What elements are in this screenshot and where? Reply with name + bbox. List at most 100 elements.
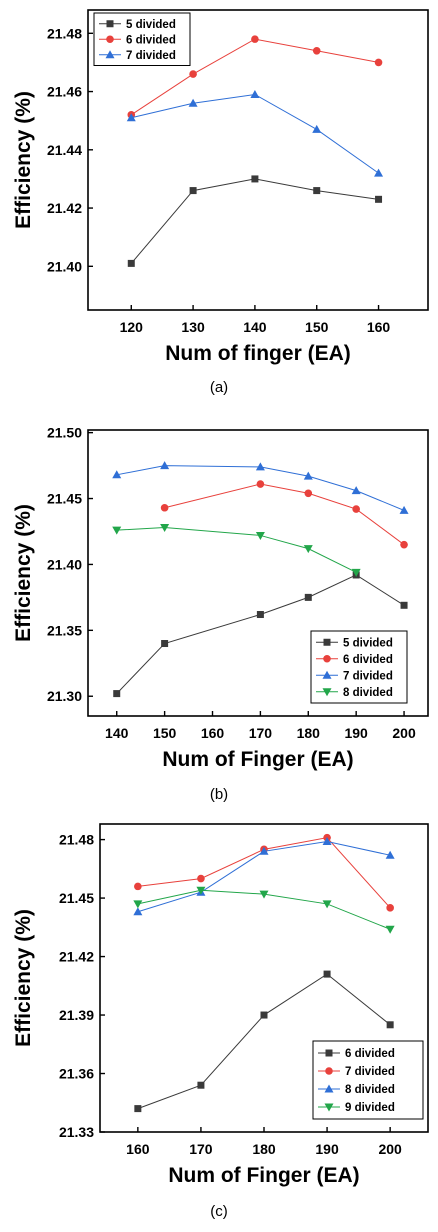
data-point <box>303 471 313 480</box>
y-tick-label: 21.39 <box>59 1007 94 1023</box>
legend-marker <box>325 1067 333 1075</box>
legend-marker <box>323 638 331 646</box>
data-point <box>251 35 259 43</box>
x-tick-label: 190 <box>344 725 368 741</box>
data-point <box>312 46 321 55</box>
x-tick-label: 160 <box>367 319 391 335</box>
data-point <box>385 925 395 934</box>
plot-frame <box>87 429 429 717</box>
data-point <box>303 545 313 554</box>
legend-marker <box>325 1049 333 1057</box>
data-point <box>189 187 197 195</box>
data-point <box>385 850 395 859</box>
data-point <box>323 970 331 978</box>
legend-entry: 6 divided <box>126 34 176 46</box>
data-point <box>134 1105 142 1113</box>
legend-marker <box>322 670 332 679</box>
y-tick-label: 21.45 <box>59 890 94 906</box>
x-tick-label: 120 <box>120 319 144 335</box>
data-point <box>256 480 265 488</box>
x-tick-label: 150 <box>153 725 177 741</box>
data-point <box>255 531 265 540</box>
data-point <box>160 524 170 533</box>
data-point <box>304 593 312 601</box>
x-tick-label: 180 <box>297 725 321 741</box>
series-line-8-divided <box>116 527 357 573</box>
data-point <box>113 690 121 698</box>
data-point <box>112 526 122 535</box>
x-tick-label: 150 <box>305 319 329 335</box>
y-tick-label: 21.35 <box>47 622 82 638</box>
series-line-5-divided <box>130 178 379 264</box>
y-tick-label: 21.30 <box>47 688 82 704</box>
data-point <box>133 900 143 909</box>
x-tick-label: 140 <box>105 725 129 741</box>
figure-caption: (a) <box>210 379 228 396</box>
y-tick-label: 21.48 <box>47 25 82 41</box>
data-point <box>127 259 135 267</box>
x-tick-label: 170 <box>189 1141 213 1157</box>
data-point <box>160 503 169 512</box>
data-point <box>400 601 408 609</box>
data-point <box>322 900 332 909</box>
chart-panel-c: 160 170 180 190 200 21.33 21.36 21.39 21.42 21.45… <box>12 823 429 1220</box>
y-tick-label: 21.36 <box>59 1066 94 1082</box>
x-axis-title: Num of Finger (EA) <box>168 1164 359 1187</box>
legend-entry: 8 divided <box>345 1084 395 1096</box>
data-point <box>196 886 206 895</box>
y-tick-label: 21.40 <box>47 556 82 572</box>
data-point <box>351 486 361 495</box>
x-tick-label: 190 <box>315 1141 339 1157</box>
x-axis-title: Num of finger (EA) <box>165 342 350 365</box>
x-axis-title: Num of Finger (EA) <box>162 748 353 771</box>
x-tick-label: 160 <box>201 725 225 741</box>
figure-caption: (c) <box>210 1203 228 1220</box>
legend-marker <box>324 1103 334 1112</box>
x-tick-label: 130 <box>181 319 205 335</box>
y-axis-title: Efficiency (%) <box>12 91 35 229</box>
data-point <box>400 540 408 549</box>
series-line-7-divided <box>131 93 379 174</box>
data-point <box>374 58 383 67</box>
data-point <box>259 846 269 855</box>
data-point <box>304 489 313 498</box>
legend-entry: 8 divided <box>343 687 393 699</box>
y-tick-label: 21.42 <box>47 200 82 216</box>
data-point <box>386 1021 394 1029</box>
series-line-7-divided <box>116 465 405 511</box>
y-tick-label: 21.45 <box>47 491 82 507</box>
legend-entry: 9 divided <box>345 1102 395 1114</box>
x-tick-label: 170 <box>249 725 273 741</box>
data-point <box>259 890 269 899</box>
y-tick-label: 21.42 <box>59 949 94 965</box>
data-point <box>188 98 198 107</box>
x-tick-label: 180 <box>252 1141 276 1157</box>
data-point <box>256 611 264 619</box>
x-tick-label: 160 <box>126 1141 150 1157</box>
legend-entry: 7 divided <box>343 670 393 682</box>
legend-marker <box>106 20 114 28</box>
y-tick-label: 21.44 <box>47 142 82 158</box>
data-point <box>322 837 332 846</box>
plot-frame <box>87 9 429 311</box>
legend-marker <box>105 50 115 59</box>
chart-panel-b: 140 150 160 170 180 190 200 21.30 21.35 21.40 21.4… <box>12 425 429 803</box>
data-point <box>255 462 265 471</box>
y-tick-label: 21.48 <box>59 832 94 848</box>
data-point <box>260 1011 268 1019</box>
data-point <box>161 640 169 648</box>
legend-entry: 5 divided <box>126 19 176 31</box>
data-point <box>313 187 321 195</box>
data-point <box>386 904 394 912</box>
x-tick-label: 140 <box>243 319 267 335</box>
chart-panel-a: 120 130 140 150 160 21.40 21.42 21.44 21.46 21.48… <box>12 9 429 396</box>
y-tick-label: 21.40 <box>47 258 82 274</box>
data-point <box>374 168 384 177</box>
data-point <box>312 124 322 133</box>
data-point <box>352 505 360 513</box>
data-point <box>399 505 409 514</box>
y-axis-title: Efficiency (%) <box>12 504 35 642</box>
legend-entry: 7 divided <box>126 50 176 62</box>
legend-marker <box>324 1084 334 1093</box>
